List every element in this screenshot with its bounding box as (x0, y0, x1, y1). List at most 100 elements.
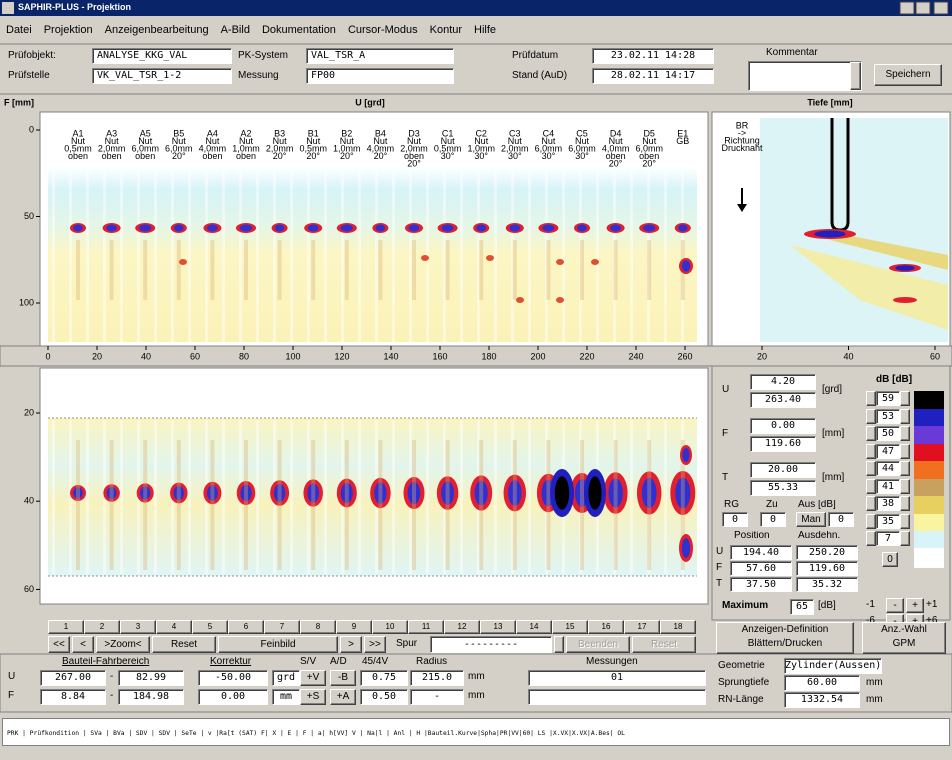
spin-up[interactable] (900, 409, 910, 424)
spin-up[interactable] (900, 531, 910, 546)
label: Aus [dB] (798, 500, 848, 512)
track-button[interactable]: 7 (264, 620, 300, 634)
menu-item[interactable]: Hilfe (474, 24, 496, 36)
menu-item[interactable]: Anzeigenbearbeitung (105, 24, 209, 36)
label: PK-System (238, 50, 304, 64)
spin-down[interactable] (866, 409, 876, 424)
maximize-button[interactable] (916, 2, 930, 14)
nav-button[interactable]: << (48, 636, 70, 653)
track-button[interactable]: 15 (552, 620, 588, 634)
zero-button[interactable]: 0 (882, 552, 898, 567)
streak (580, 440, 584, 570)
track-button[interactable]: 11 (408, 620, 444, 634)
spin-up[interactable] (900, 461, 910, 476)
track-button[interactable]: 8 (300, 620, 336, 634)
streak (311, 240, 315, 300)
menu-item[interactable]: A-Bild (221, 24, 250, 36)
spin-up[interactable] (900, 514, 910, 529)
x-tick-label: 240 (628, 351, 643, 361)
probe-label: 20° (306, 151, 320, 161)
level-field: 50 (876, 426, 900, 441)
label: Sprungtiefe (718, 677, 780, 691)
label: A/D (330, 657, 356, 669)
text-field: ANALYSE_KKG_VAL (92, 48, 232, 64)
sv-button[interactable]: +V (300, 670, 326, 686)
track-button[interactable]: 1 (48, 620, 84, 634)
label: dB [dB] (876, 374, 936, 388)
ad-button[interactable]: +A (330, 689, 356, 705)
nav-button[interactable]: >> (364, 636, 386, 653)
spin-up[interactable] (900, 496, 910, 511)
texture (426, 420, 429, 574)
streak (177, 440, 181, 570)
value-field: - (410, 689, 464, 705)
spin-down[interactable] (866, 514, 876, 529)
streak (412, 240, 416, 300)
nav-button[interactable]: > (340, 636, 362, 653)
step-button[interactable]: - (886, 598, 904, 613)
mode-button[interactable]: Man (796, 512, 826, 527)
spin-down[interactable] (866, 391, 876, 406)
comment-box[interactable] (748, 61, 862, 91)
texture (239, 170, 242, 342)
step-button[interactable]: + (906, 598, 924, 613)
spin-up[interactable] (900, 479, 910, 494)
track-button[interactable]: 12 (444, 620, 480, 634)
save-button[interactable]: Speichern (874, 64, 942, 86)
indication-core (275, 225, 285, 232)
track-button[interactable]: 13 (480, 620, 516, 634)
value-field: 194.40 (730, 545, 792, 560)
spin-up[interactable] (900, 391, 910, 406)
track-button[interactable]: 17 (624, 620, 660, 634)
indication-core (577, 225, 587, 232)
menu-item[interactable]: Dokumentation (262, 24, 336, 36)
spin-down[interactable] (866, 496, 876, 511)
unit: [grd] (822, 384, 858, 398)
value-field: 0 (760, 512, 786, 527)
texture (154, 420, 157, 574)
ad-button[interactable]: -B (330, 670, 356, 686)
reset-button[interactable]: Reset (632, 636, 696, 653)
nav-button[interactable]: >Zoom< (96, 636, 150, 653)
spin-down[interactable] (866, 461, 876, 476)
track-button[interactable]: 4 (156, 620, 192, 634)
track-button[interactable]: 2 (84, 620, 120, 634)
color-swatch (914, 461, 944, 479)
close-button[interactable] (934, 2, 948, 14)
minimize-button[interactable] (900, 2, 914, 14)
track-button[interactable]: 6 (228, 620, 264, 634)
texture (409, 170, 412, 342)
menu-item[interactable]: Cursor-Modus (348, 24, 418, 36)
menu-item[interactable]: Projektion (44, 24, 93, 36)
nav-button[interactable]: Feinbild (218, 636, 338, 653)
streak (278, 440, 282, 570)
track-button[interactable]: 5 (192, 620, 228, 634)
spin-down[interactable] (866, 479, 876, 494)
menu-item[interactable]: Kontur (430, 24, 462, 36)
level-field: 47 (876, 444, 900, 459)
streak (110, 240, 114, 300)
track-button[interactable]: 10 (372, 620, 408, 634)
scrollbar[interactable] (850, 62, 861, 90)
sv-button[interactable]: +S (300, 689, 326, 705)
track-button[interactable]: 16 (588, 620, 624, 634)
track-button[interactable]: 9 (336, 620, 372, 634)
spin-up[interactable] (900, 426, 910, 441)
spin-down[interactable] (866, 444, 876, 459)
nav-button[interactable]: < (72, 636, 94, 653)
spin-down[interactable] (866, 531, 876, 546)
spin-down[interactable] (866, 426, 876, 441)
track-button[interactable]: 14 (516, 620, 552, 634)
track-button[interactable]: 3 (120, 620, 156, 634)
value-field: 0.75 (360, 670, 408, 686)
track-button[interactable]: 18 (660, 620, 696, 634)
nav-button[interactable]: Reset (152, 636, 216, 653)
end-button[interactable]: Beenden (566, 636, 630, 653)
window-title: SAPHIR-PLUS - Projektion (18, 1, 318, 15)
value-field: 263.40 (750, 392, 816, 408)
menu-item[interactable]: Datei (6, 24, 32, 36)
spin-up[interactable] (900, 444, 910, 459)
dropdown-button[interactable] (554, 636, 564, 653)
